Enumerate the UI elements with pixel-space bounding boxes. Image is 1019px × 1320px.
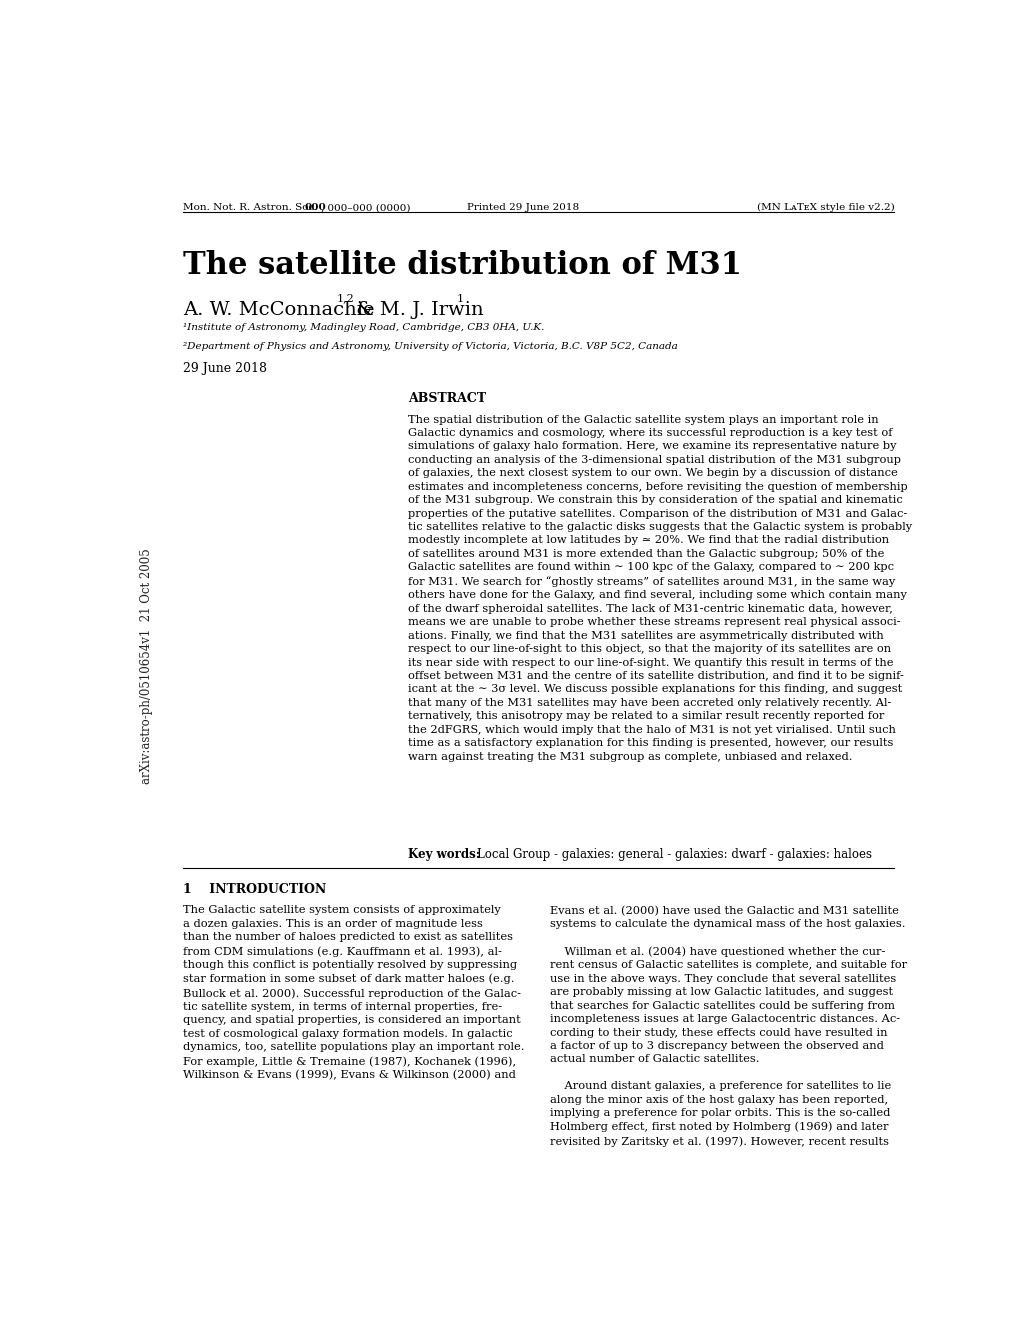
Text: Local Group - galaxies: general - galaxies: dwarf - galaxies: haloes: Local Group - galaxies: general - galaxi…	[477, 847, 871, 861]
Text: , 000–000 (0000): , 000–000 (0000)	[321, 203, 411, 213]
Text: The Galactic satellite system consists of approximately
a dozen galaxies. This i: The Galactic satellite system consists o…	[182, 906, 524, 1081]
Text: & M. J. Irwin: & M. J. Irwin	[350, 301, 483, 318]
Text: Mon. Not. R. Astron. Soc.: Mon. Not. R. Astron. Soc.	[182, 203, 320, 213]
Text: ABSTRACT: ABSTRACT	[408, 392, 486, 405]
Text: The spatial distribution of the Galactic satellite system plays an important rol: The spatial distribution of the Galactic…	[408, 414, 911, 762]
Text: 29 June 2018: 29 June 2018	[182, 362, 267, 375]
Text: ¹Institute of Astronomy, Madingley Road, Cambridge, CB3 0HA, U.K.: ¹Institute of Astronomy, Madingley Road,…	[182, 323, 544, 333]
Text: 1: 1	[457, 293, 464, 304]
Text: A. W. McConnachie: A. W. McConnachie	[182, 301, 374, 318]
Text: Printed 29 June 2018: Printed 29 June 2018	[467, 203, 578, 213]
Text: 1,2: 1,2	[336, 293, 354, 304]
Text: Key words:: Key words:	[408, 847, 480, 861]
Text: 1    INTRODUCTION: 1 INTRODUCTION	[182, 883, 326, 896]
Text: ²Department of Physics and Astronomy, University of Victoria, Victoria, B.C. V8P: ²Department of Physics and Astronomy, Un…	[182, 342, 677, 351]
Text: (MN LᴀTᴇX style file v2.2): (MN LᴀTᴇX style file v2.2)	[756, 203, 894, 213]
Text: 000: 000	[305, 203, 326, 213]
Text: Evans et al. (2000) have used the Galactic and M31 satellite
systems to calculat: Evans et al. (2000) have used the Galact…	[550, 906, 907, 1147]
Text: The satellite distribution of M31: The satellite distribution of M31	[182, 249, 741, 281]
Text: arXiv:astro-ph/0510654v1  21 Oct 2005: arXiv:astro-ph/0510654v1 21 Oct 2005	[140, 549, 153, 784]
